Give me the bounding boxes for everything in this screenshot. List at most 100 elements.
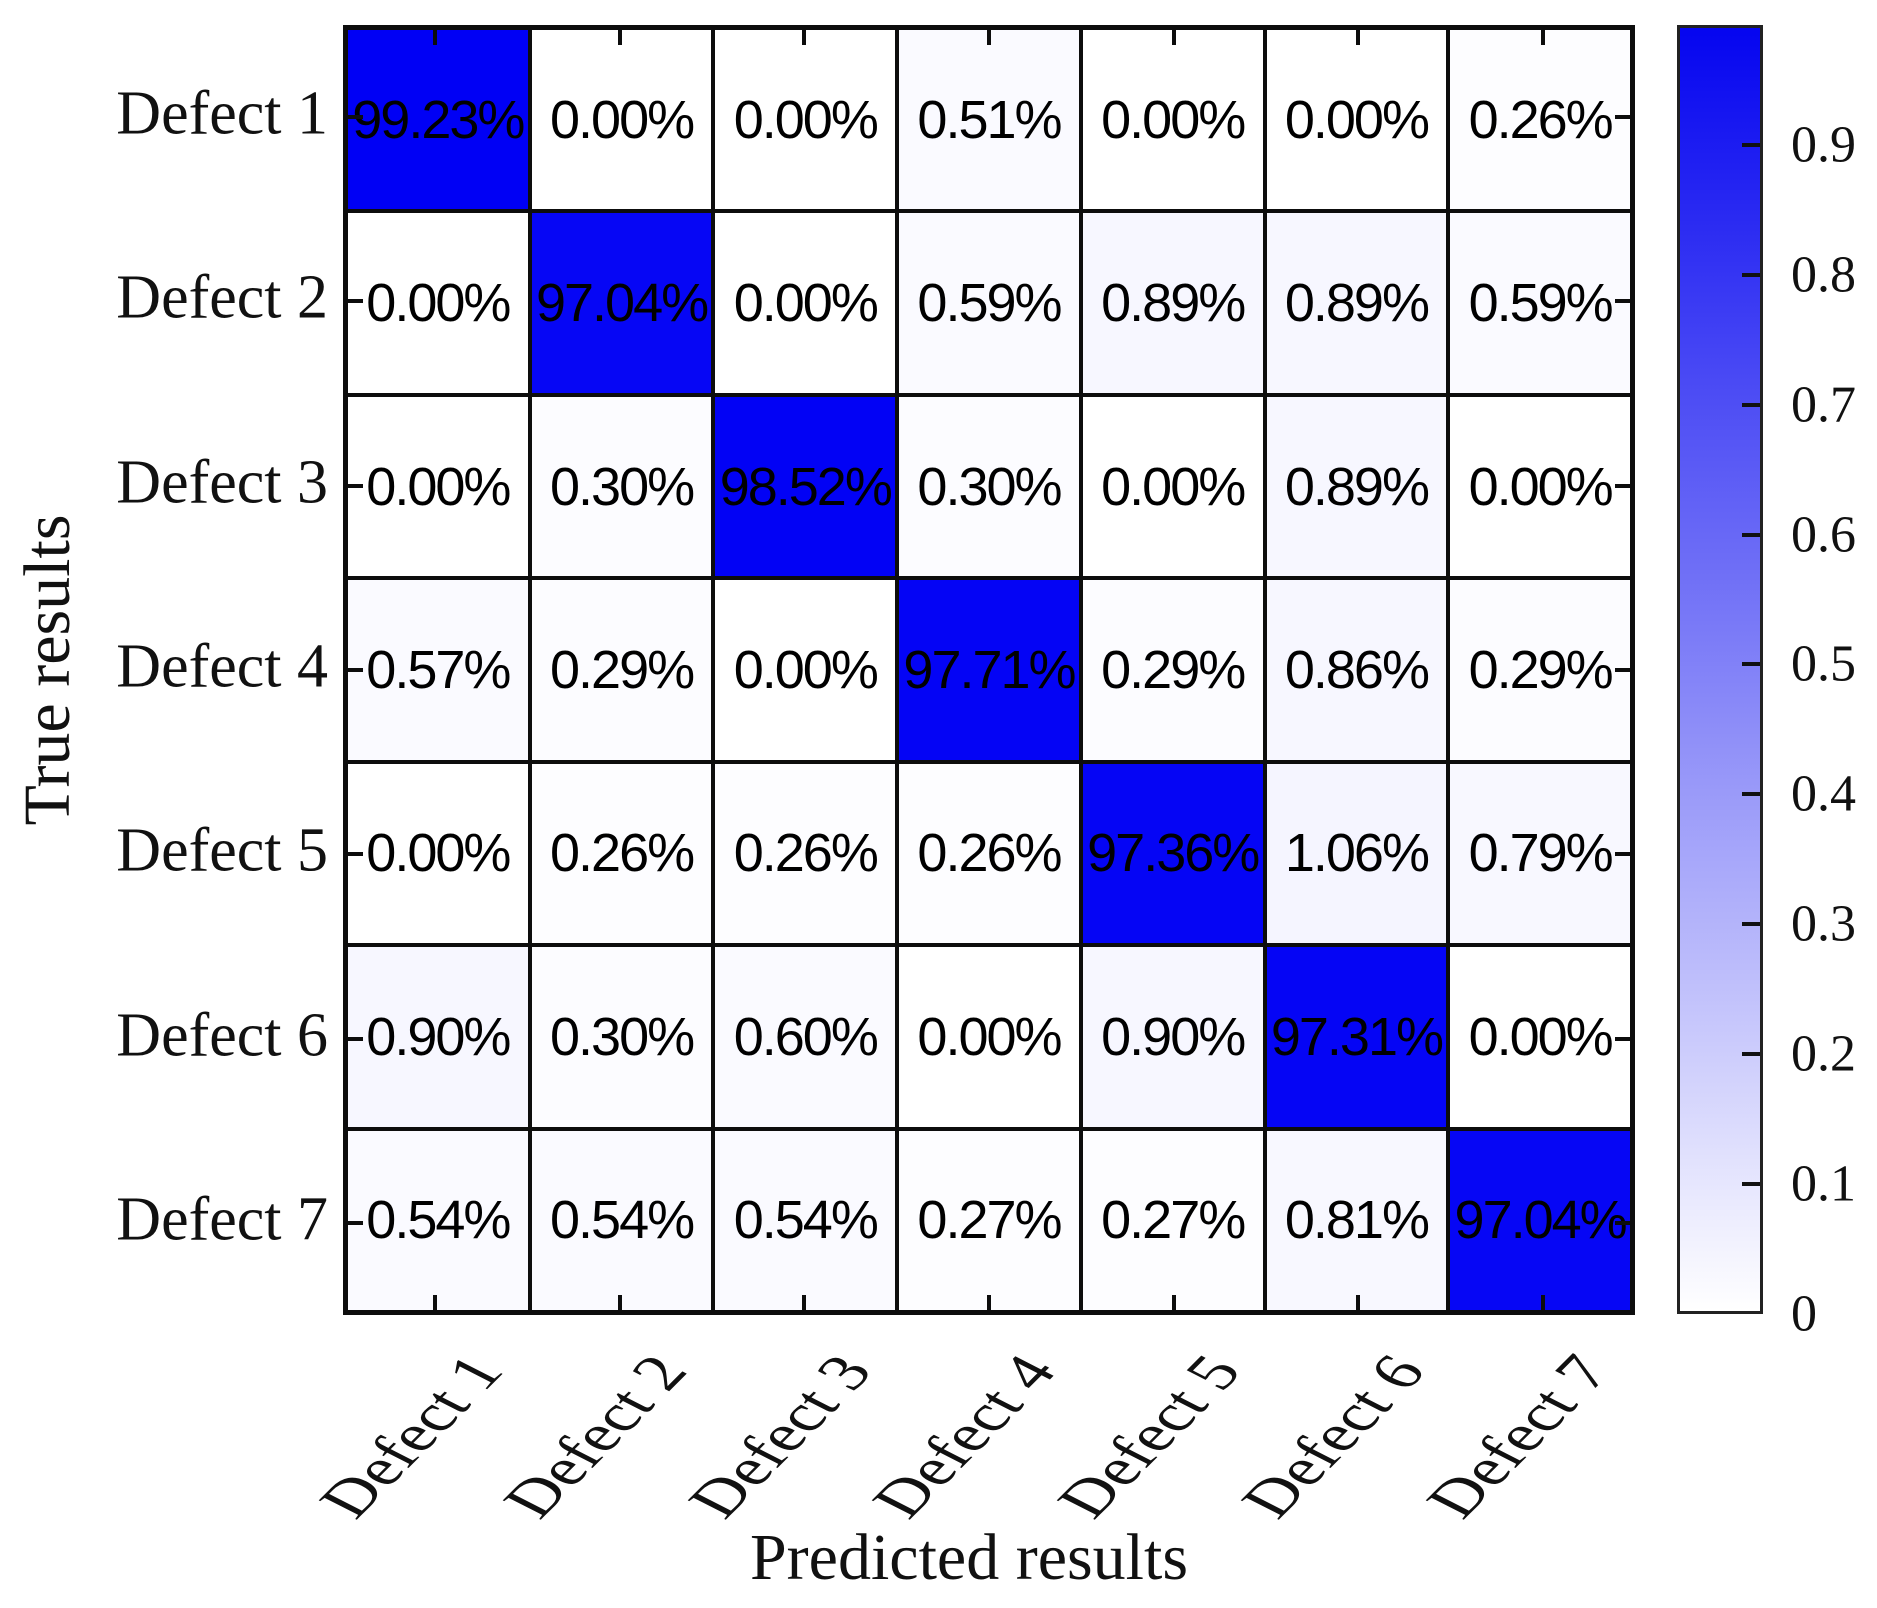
- matrix-cell: 0.29%: [531, 580, 712, 760]
- y-tick-label: Defect 1: [116, 79, 328, 148]
- axis-tick: [1615, 668, 1630, 672]
- axis-tick: [987, 30, 991, 45]
- x-tick-label: Defect 7: [1411, 1345, 1626, 1528]
- matrix-cell: 0.00%: [348, 763, 528, 944]
- matrix-cell: 0.86%: [1266, 580, 1447, 760]
- axis-tick: [617, 30, 622, 45]
- y-tick-label: Defect 3: [116, 448, 328, 517]
- colorbar-tick: [1742, 142, 1760, 147]
- colorbar-tick-label: 0: [1791, 1285, 1817, 1343]
- matrix-cell: 0.59%: [899, 213, 1079, 393]
- colorbar-tick-label: 0.1: [1791, 1155, 1856, 1213]
- colorbar-tick-label: 0.4: [1791, 765, 1856, 823]
- matrix-cell: 0.00%: [715, 580, 896, 760]
- matrix-cell: 97.04%: [1450, 1130, 1630, 1310]
- matrix-cell: 97.04%: [531, 213, 712, 393]
- matrix-cell: 0.54%: [348, 1130, 528, 1310]
- matrix-cell: 0.30%: [531, 947, 712, 1127]
- axis-tick: [1615, 1220, 1630, 1225]
- matrix-cell: 0.00%: [1450, 947, 1630, 1127]
- colorbar-tick: [1742, 662, 1760, 667]
- matrix-cell: 0.00%: [1266, 30, 1447, 210]
- colorbar-tick-label: 0.5: [1791, 635, 1856, 693]
- matrix-cell: 97.71%: [899, 580, 1079, 760]
- colorbar-tick: [1742, 922, 1760, 927]
- colorbar-tick: [1742, 532, 1760, 537]
- matrix-cell: 0.51%: [899, 30, 1079, 210]
- axis-tick: [1615, 483, 1630, 488]
- matrix-cell: 0.26%: [899, 763, 1079, 944]
- axis-tick: [1615, 115, 1630, 120]
- axis-tick: [348, 299, 363, 304]
- axis-tick: [348, 483, 363, 488]
- matrix-cell: 0.54%: [715, 1130, 896, 1310]
- matrix-cell: 0.26%: [1450, 30, 1630, 210]
- matrix-cell: 0.00%: [348, 396, 528, 577]
- colorbar-tick-label: 0.2: [1791, 1025, 1856, 1083]
- y-tick-label: Defect 2: [116, 264, 328, 333]
- matrix-cell: 0.29%: [1450, 580, 1630, 760]
- axis-tick: [348, 1220, 363, 1225]
- colorbar-tick: [1742, 1052, 1760, 1057]
- y-tick-label: Defect 6: [116, 1001, 328, 1070]
- matrix-cell: 0.26%: [715, 763, 896, 944]
- matrix-cell: 1.06%: [1266, 763, 1447, 944]
- matrix-cell: 0.00%: [715, 30, 896, 210]
- matrix-cell: 0.30%: [531, 396, 712, 577]
- axis-tick: [1171, 1295, 1176, 1310]
- axis-tick: [433, 1295, 438, 1310]
- axis-tick: [802, 1295, 807, 1310]
- axis-tick: [348, 115, 363, 120]
- matrix-cell: 0.90%: [348, 947, 528, 1127]
- colorbar: [1677, 25, 1763, 1314]
- matrix-cell: 97.31%: [1266, 947, 1447, 1127]
- y-tick-label: Defect 7: [116, 1185, 328, 1254]
- x-axis-title: Predicted results: [749, 1521, 1189, 1594]
- colorbar-tick-label: 0.9: [1791, 116, 1856, 174]
- matrix-cell: 98.52%: [715, 396, 896, 577]
- axis-tick: [1356, 30, 1361, 45]
- matrix-cell: 0.79%: [1450, 763, 1630, 944]
- colorbar-tick-label: 0.6: [1791, 506, 1856, 564]
- colorbar-tick-label: 0.3: [1791, 895, 1856, 953]
- colorbar-tick: [1742, 402, 1760, 407]
- matrix-cell: 0.00%: [1450, 396, 1630, 577]
- matrix-cell: 0.00%: [1082, 30, 1263, 210]
- matrix-cell: 0.57%: [348, 580, 528, 760]
- x-tick-label: Defect 2: [489, 1345, 703, 1528]
- matrix-cell: 0.54%: [531, 1130, 712, 1310]
- matrix-cell: 0.26%: [531, 763, 712, 944]
- axis-tick: [1615, 1036, 1630, 1041]
- matrix-cell: 99.23%: [348, 30, 528, 210]
- x-tick-label: Defect 5: [1042, 1345, 1257, 1528]
- colorbar-tick-label: 0.8: [1791, 246, 1856, 304]
- axis-tick: [1615, 852, 1630, 857]
- matrix-cell: 0.27%: [1082, 1130, 1263, 1310]
- axis-tick: [348, 668, 363, 672]
- matrix-cell: 0.89%: [1082, 213, 1263, 393]
- matrix-cell: 0.30%: [899, 396, 1079, 577]
- axis-tick: [433, 30, 438, 45]
- x-tick-label: Defect 3: [673, 1345, 888, 1528]
- confusion-matrix-grid: 99.23% 0.00% 0.00% 0.51% 0.00% 0.00% 0.26% 0.00…: [343, 25, 1635, 1315]
- axis-tick: [348, 852, 363, 857]
- matrix-cell: 0.00%: [348, 213, 528, 393]
- matrix-cell: 0.29%: [1082, 580, 1263, 760]
- axis-tick: [1171, 30, 1176, 45]
- colorbar-tick: [1742, 272, 1760, 277]
- y-tick-label: Defect 4: [116, 632, 328, 701]
- matrix-cell: 0.89%: [1266, 213, 1447, 393]
- colorbar-tick: [1742, 1182, 1760, 1187]
- matrix-cell: 0.27%: [899, 1130, 1079, 1310]
- x-tick-label: Defect 6: [1227, 1345, 1441, 1528]
- matrix-cell: 0.89%: [1266, 396, 1447, 577]
- matrix-cell: 0.00%: [715, 213, 896, 393]
- axis-tick: [1540, 30, 1545, 45]
- colorbar-tick-label: 0.7: [1791, 376, 1856, 434]
- matrix-cell: 0.00%: [531, 30, 712, 210]
- matrix-cell: 0.90%: [1082, 947, 1263, 1127]
- axis-tick: [617, 1295, 622, 1310]
- axis-tick: [1615, 299, 1630, 304]
- y-tick-label: Defect 5: [116, 816, 328, 885]
